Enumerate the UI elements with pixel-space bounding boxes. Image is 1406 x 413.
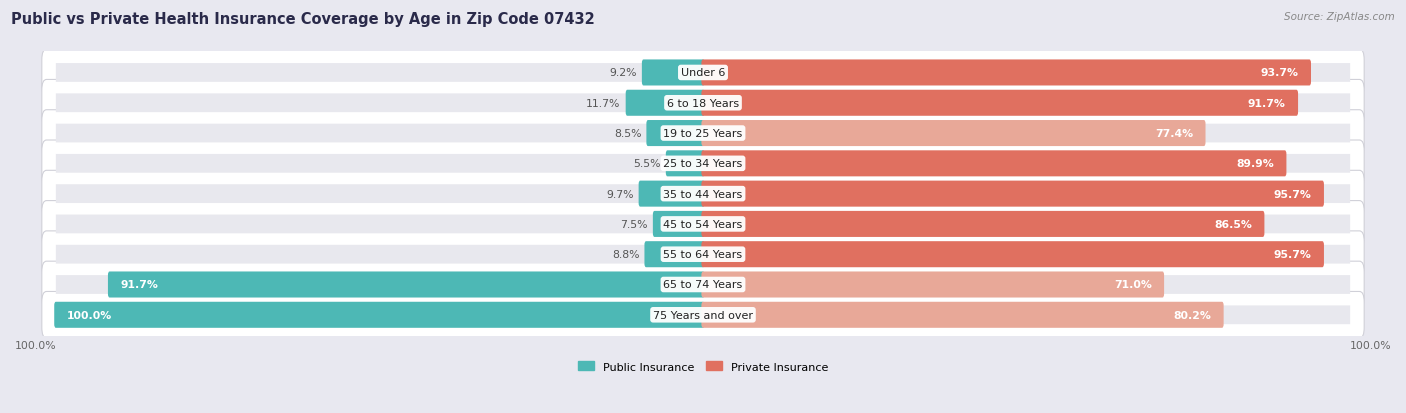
Text: 8.8%: 8.8% [612, 249, 640, 260]
FancyBboxPatch shape [108, 272, 704, 298]
FancyBboxPatch shape [56, 275, 703, 294]
Text: 9.7%: 9.7% [606, 189, 634, 199]
Text: 95.7%: 95.7% [1274, 249, 1312, 260]
FancyBboxPatch shape [638, 181, 704, 207]
FancyBboxPatch shape [56, 245, 703, 264]
FancyBboxPatch shape [703, 275, 1350, 294]
Text: 80.2%: 80.2% [1174, 310, 1212, 320]
FancyBboxPatch shape [702, 272, 1164, 298]
FancyBboxPatch shape [703, 64, 1350, 83]
Text: 77.4%: 77.4% [1156, 129, 1194, 139]
Text: 71.0%: 71.0% [1114, 280, 1152, 290]
FancyBboxPatch shape [56, 94, 703, 113]
Text: 25 to 34 Years: 25 to 34 Years [664, 159, 742, 169]
FancyBboxPatch shape [56, 306, 703, 324]
FancyBboxPatch shape [643, 60, 704, 86]
FancyBboxPatch shape [42, 50, 1364, 97]
FancyBboxPatch shape [703, 306, 1350, 324]
Text: Source: ZipAtlas.com: Source: ZipAtlas.com [1284, 12, 1395, 22]
FancyBboxPatch shape [703, 154, 1350, 173]
FancyBboxPatch shape [702, 211, 1264, 237]
Text: 35 to 44 Years: 35 to 44 Years [664, 189, 742, 199]
FancyBboxPatch shape [703, 215, 1350, 234]
Text: 55 to 64 Years: 55 to 64 Years [664, 249, 742, 260]
Text: 11.7%: 11.7% [586, 99, 620, 109]
FancyBboxPatch shape [56, 64, 703, 83]
Text: 91.7%: 91.7% [1249, 99, 1285, 109]
FancyBboxPatch shape [666, 151, 704, 177]
FancyBboxPatch shape [626, 90, 704, 116]
Text: 9.2%: 9.2% [609, 68, 637, 78]
FancyBboxPatch shape [42, 80, 1364, 127]
FancyBboxPatch shape [42, 261, 1364, 308]
Text: 8.5%: 8.5% [614, 129, 641, 139]
FancyBboxPatch shape [702, 181, 1324, 207]
Text: 95.7%: 95.7% [1274, 189, 1312, 199]
FancyBboxPatch shape [56, 124, 703, 143]
FancyBboxPatch shape [56, 154, 703, 173]
Text: Under 6: Under 6 [681, 68, 725, 78]
FancyBboxPatch shape [42, 110, 1364, 157]
Text: 86.5%: 86.5% [1215, 219, 1253, 229]
FancyBboxPatch shape [703, 245, 1350, 264]
Text: 89.9%: 89.9% [1236, 159, 1274, 169]
FancyBboxPatch shape [702, 121, 1205, 147]
Text: 93.7%: 93.7% [1261, 68, 1299, 78]
Text: 45 to 54 Years: 45 to 54 Years [664, 219, 742, 229]
FancyBboxPatch shape [703, 124, 1350, 143]
FancyBboxPatch shape [703, 94, 1350, 113]
Legend: Public Insurance, Private Insurance: Public Insurance, Private Insurance [574, 357, 832, 376]
Text: Public vs Private Health Insurance Coverage by Age in Zip Code 07432: Public vs Private Health Insurance Cover… [11, 12, 595, 27]
FancyBboxPatch shape [55, 302, 704, 328]
Text: 91.7%: 91.7% [121, 280, 157, 290]
FancyBboxPatch shape [702, 242, 1324, 268]
FancyBboxPatch shape [702, 151, 1286, 177]
Text: 19 to 25 Years: 19 to 25 Years [664, 129, 742, 139]
Text: 5.5%: 5.5% [633, 159, 661, 169]
FancyBboxPatch shape [42, 171, 1364, 217]
FancyBboxPatch shape [42, 201, 1364, 248]
Text: 75 Years and over: 75 Years and over [652, 310, 754, 320]
FancyBboxPatch shape [56, 215, 703, 234]
FancyBboxPatch shape [647, 121, 704, 147]
Text: 7.5%: 7.5% [620, 219, 648, 229]
Text: 65 to 74 Years: 65 to 74 Years [664, 280, 742, 290]
FancyBboxPatch shape [703, 185, 1350, 204]
FancyBboxPatch shape [702, 60, 1310, 86]
FancyBboxPatch shape [42, 141, 1364, 187]
FancyBboxPatch shape [644, 242, 704, 268]
FancyBboxPatch shape [702, 302, 1223, 328]
FancyBboxPatch shape [652, 211, 704, 237]
Text: 100.0%: 100.0% [66, 310, 111, 320]
FancyBboxPatch shape [702, 90, 1298, 116]
Text: 6 to 18 Years: 6 to 18 Years [666, 99, 740, 109]
FancyBboxPatch shape [42, 292, 1364, 338]
FancyBboxPatch shape [56, 185, 703, 204]
FancyBboxPatch shape [42, 231, 1364, 278]
